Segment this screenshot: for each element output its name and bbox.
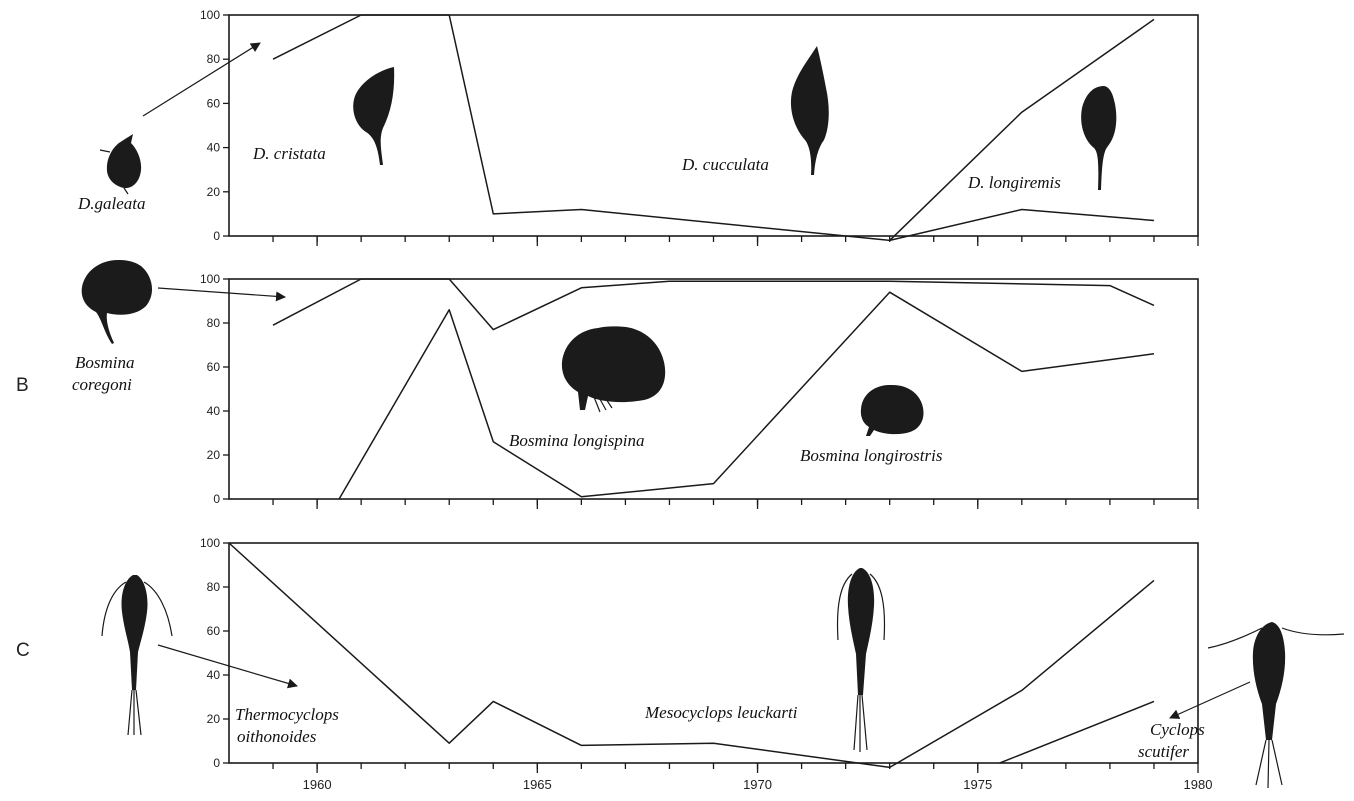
y-tick-label: 0 xyxy=(213,229,220,243)
series-line-1 xyxy=(228,542,1155,769)
label-d-cucculata: D. cucculata xyxy=(681,155,769,174)
label-bosmina-coregoni-1: Bosmina xyxy=(75,353,135,372)
y-tick-label: 80 xyxy=(207,580,221,594)
bosmina-longispina-illustration xyxy=(561,326,666,413)
d-longiremis-illustration xyxy=(1081,86,1117,190)
series-line-2 xyxy=(889,18,1155,241)
y-tick-label: 40 xyxy=(207,668,221,682)
y-tick-label: 0 xyxy=(213,492,220,506)
label-cyclops-1: Cyclops xyxy=(1150,720,1205,739)
d-cristata-illustration xyxy=(353,67,395,165)
series-line-1 xyxy=(272,14,1155,242)
d-galeata-illustration xyxy=(99,134,142,195)
thermocyclops-illustration xyxy=(101,575,173,736)
y-tick-label: 100 xyxy=(200,8,220,22)
y-tick-label: 40 xyxy=(207,141,221,155)
panel-daphnia: 0 20 40 60 80 100 xyxy=(200,8,1199,246)
series-line-1 xyxy=(272,278,1155,331)
label-d-longiremis: D. longiremis xyxy=(967,173,1061,192)
d-cucculata-illustration xyxy=(790,46,829,175)
y-tick-label: 20 xyxy=(207,185,221,199)
panel-bosmina: 0 20 40 60 80 100 xyxy=(200,272,1199,509)
y-tick-label: 20 xyxy=(207,712,221,726)
plot-frame xyxy=(228,542,1199,764)
bosmina-coregoni-illustration xyxy=(81,260,153,344)
y-tick-label: 60 xyxy=(207,624,221,638)
label-cyclops-2: scutifer xyxy=(1138,742,1189,761)
bosmina-longirostris-illustration xyxy=(860,385,924,436)
label-d-galeata: D.galeata xyxy=(77,194,146,213)
y-tick-label: 80 xyxy=(207,52,221,66)
label-thermocyclops-1: Thermocyclops xyxy=(235,705,339,724)
y-tick-label: 0 xyxy=(213,756,220,770)
y-tick-label: 60 xyxy=(207,96,221,110)
series-line-2 xyxy=(338,291,1155,500)
plot-frame xyxy=(228,278,1199,500)
cyclops-scutifer-arrow xyxy=(1169,681,1251,719)
d-galeata-arrow xyxy=(142,42,261,117)
x-tick-label: 1975 xyxy=(963,777,992,792)
panel-letter-b: B xyxy=(16,375,29,396)
panel-letter-c: C xyxy=(16,640,30,661)
bosmina-coregoni-arrow xyxy=(157,287,286,302)
thermocyclops-arrow xyxy=(157,644,298,689)
cyclops-scutifer-illustration xyxy=(1207,622,1345,789)
x-tick-label: 1970 xyxy=(743,777,772,792)
y-tick-label: 80 xyxy=(207,316,221,330)
y-tick-label: 60 xyxy=(207,360,221,374)
label-bosmina-coregoni-2: coregoni xyxy=(72,375,132,394)
panel-cyclops: 0 20 40 60 80 100 1960 1965 1970 1975 1980 xyxy=(200,536,1212,792)
y-tick-label: 100 xyxy=(200,272,220,286)
label-thermocyclops-2: oithonoides xyxy=(237,727,317,746)
x-tick-label: 1960 xyxy=(303,777,332,792)
y-tick-label: 40 xyxy=(207,404,221,418)
mesocyclops-illustration xyxy=(836,568,886,752)
y-tick-label: 100 xyxy=(200,536,220,550)
label-bosmina-longispina: Bosmina longispina xyxy=(509,431,645,450)
label-bosmina-longirostris: Bosmina longirostris xyxy=(800,446,943,465)
x-tick-label: 1980 xyxy=(1184,777,1213,792)
series-line-2 xyxy=(999,700,1155,764)
label-mesocyclops: Mesocyclops leuckarti xyxy=(644,703,798,722)
x-tick-label: 1965 xyxy=(523,777,552,792)
y-tick-label: 20 xyxy=(207,448,221,462)
label-d-cristata: D. cristata xyxy=(252,144,326,163)
